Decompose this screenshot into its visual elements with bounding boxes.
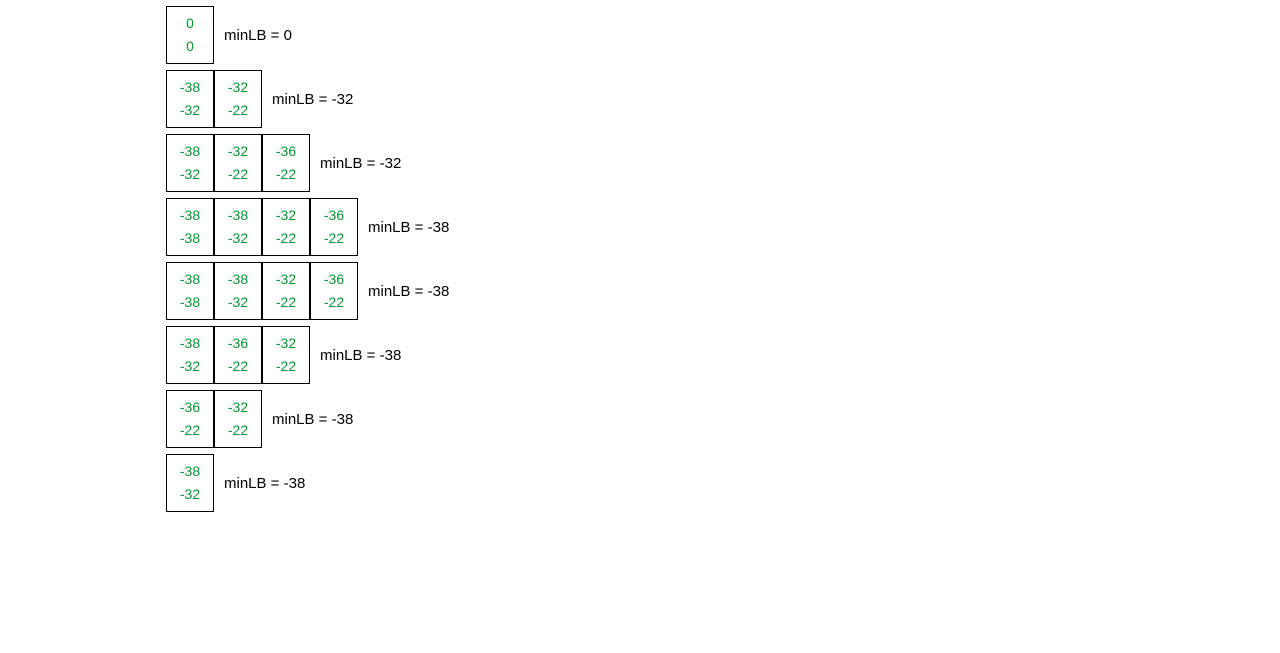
diagram-row-cells: -38-32-36-22-32-22 <box>166 326 310 384</box>
cell-value-bottom: -22 <box>228 419 248 442</box>
diagram-row-cells: -38-38-38-32-32-22-36-22 <box>166 262 358 320</box>
cell-value-top: -38 <box>228 268 248 291</box>
diagram-row-cells: -38-32 <box>166 454 214 512</box>
cell-value-top: -32 <box>228 396 248 419</box>
cell-value-bottom: -22 <box>324 227 344 250</box>
diagram-cell: -32-22 <box>214 70 262 128</box>
cell-value-bottom: -22 <box>228 99 248 122</box>
diagram-row: -38-38-38-32-32-22-36-22minLB = -38 <box>166 262 1280 320</box>
diagram-cell: -38-32 <box>214 198 262 256</box>
cell-value-top: -38 <box>180 332 200 355</box>
cell-value-top: -32 <box>228 140 248 163</box>
cell-value-top: -38 <box>180 268 200 291</box>
cell-value-bottom: -32 <box>180 355 200 378</box>
cell-value-top: -38 <box>180 460 200 483</box>
cell-value-top: -38 <box>228 204 248 227</box>
cell-value-bottom: -22 <box>276 163 296 186</box>
diagram-row-cells: 00 <box>166 6 214 64</box>
cell-value-bottom: -38 <box>180 291 200 314</box>
row-minlb-label: minLB = -38 <box>272 411 353 428</box>
cell-value-top: -36 <box>276 140 296 163</box>
diagram-cell: 00 <box>166 6 214 64</box>
cell-value-top: 0 <box>186 12 194 35</box>
diagram-cell: -38-32 <box>166 454 214 512</box>
diagram-cell: -36-22 <box>166 390 214 448</box>
diagram-stage: 00minLB = 0-38-32-32-22minLB = -32-38-32… <box>0 6 1280 653</box>
cell-value-bottom: -22 <box>228 163 248 186</box>
cell-value-bottom: -32 <box>228 291 248 314</box>
cell-value-top: -36 <box>180 396 200 419</box>
cell-value-top: -36 <box>324 268 344 291</box>
cell-value-top: -36 <box>228 332 248 355</box>
row-minlb-label: minLB = -38 <box>320 347 401 364</box>
diagram-row-cells: -36-22-32-22 <box>166 390 262 448</box>
cell-value-bottom: -22 <box>324 291 344 314</box>
diagram-cell: -38-32 <box>166 326 214 384</box>
cell-value-bottom: -22 <box>180 419 200 442</box>
diagram-row: -38-32-32-22minLB = -32 <box>166 70 1280 128</box>
diagram-row: -38-32 minLB = -38 <box>166 454 1280 512</box>
diagram-cell: -38-32 <box>166 70 214 128</box>
cell-value-bottom: 0 <box>186 35 194 58</box>
diagram-row: 00 minLB = 0 <box>166 6 1280 64</box>
diagram-cell: -38-32 <box>214 262 262 320</box>
diagram-cell: -32-22 <box>214 390 262 448</box>
diagram-cell: -36-22 <box>214 326 262 384</box>
diagram-row-cells: -38-38-38-32-32-22-36-22 <box>166 198 358 256</box>
diagram-cell: -36-22 <box>262 134 310 192</box>
diagram-row-cells: -38-32-32-22-36-22 <box>166 134 310 192</box>
cell-value-bottom: -32 <box>180 483 200 506</box>
cell-value-bottom: -22 <box>276 355 296 378</box>
cell-value-top: -32 <box>228 76 248 99</box>
cell-value-top: -38 <box>180 76 200 99</box>
cell-value-bottom: -32 <box>180 163 200 186</box>
cell-value-top: -32 <box>276 332 296 355</box>
cell-value-top: -38 <box>180 140 200 163</box>
diagram-cell: -32-22 <box>262 326 310 384</box>
row-minlb-label: minLB = -38 <box>368 219 449 236</box>
cell-value-bottom: -32 <box>180 99 200 122</box>
diagram-cell: -32-22 <box>214 134 262 192</box>
diagram-cell: -32-22 <box>262 262 310 320</box>
diagram-row: -38-32-32-22-36-22minLB = -32 <box>166 134 1280 192</box>
diagram-row: -36-22-32-22minLB = -38 <box>166 390 1280 448</box>
diagram-row: -38-38-38-32-32-22-36-22minLB = -38 <box>166 198 1280 256</box>
diagram-row: -38-32-36-22-32-22minLB = -38 <box>166 326 1280 384</box>
cell-value-bottom: -22 <box>276 291 296 314</box>
cell-value-bottom: -32 <box>228 227 248 250</box>
cell-value-top: -32 <box>276 268 296 291</box>
diagram-cell: -38-38 <box>166 262 214 320</box>
diagram-cell: -38-32 <box>166 134 214 192</box>
diagram-cell: -36-22 <box>310 262 358 320</box>
diagram-row-cells: -38-32-32-22 <box>166 70 262 128</box>
row-minlb-label: minLB = -38 <box>368 283 449 300</box>
cell-value-top: -32 <box>276 204 296 227</box>
row-minlb-label: minLB = 0 <box>224 27 292 44</box>
cell-value-bottom: -22 <box>276 227 296 250</box>
diagram-cell: -38-38 <box>166 198 214 256</box>
diagram-cell: -32-22 <box>262 198 310 256</box>
diagram-cell: -36-22 <box>310 198 358 256</box>
row-minlb-label: minLB = -32 <box>320 155 401 172</box>
cell-value-bottom: -22 <box>228 355 248 378</box>
row-minlb-label: minLB = -32 <box>272 91 353 108</box>
cell-value-top: -38 <box>180 204 200 227</box>
cell-value-bottom: -38 <box>180 227 200 250</box>
row-minlb-label: minLB = -38 <box>224 475 305 492</box>
cell-value-top: -36 <box>324 204 344 227</box>
